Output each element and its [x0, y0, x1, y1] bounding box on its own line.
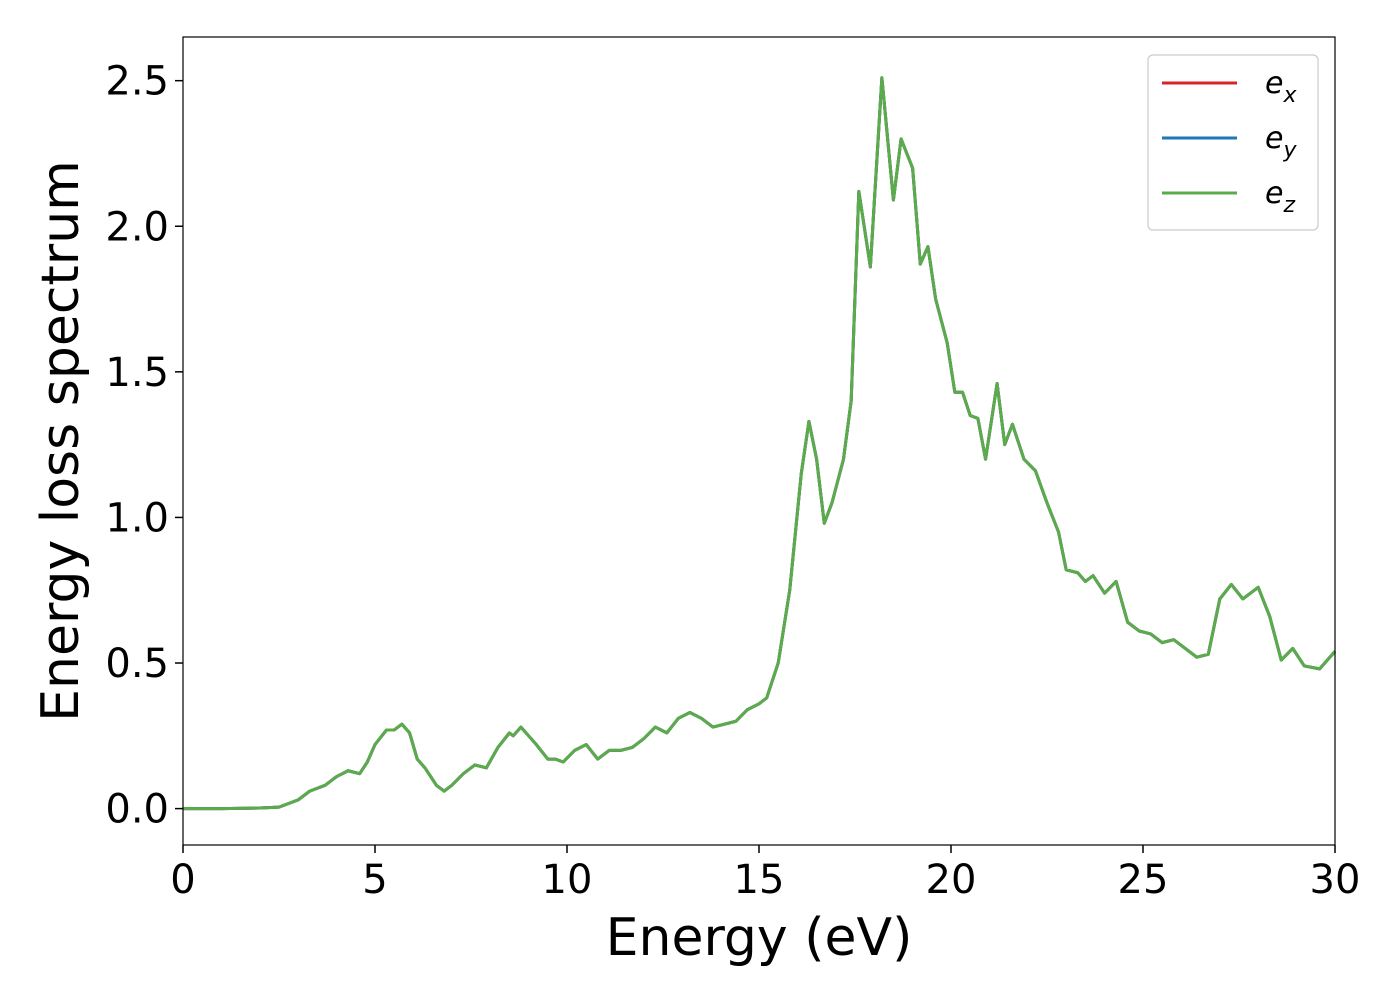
x-tick-label: 10: [542, 857, 593, 903]
y-tick-label: 1.5: [105, 350, 169, 396]
y-tick-label: 2.0: [105, 204, 169, 250]
y-tick-label: 1.0: [105, 495, 169, 541]
x-axis-label: Energy (eV): [606, 908, 913, 968]
series-line: [183, 76, 1337, 811]
y-axis-label: Energy loss spectrum: [31, 160, 91, 722]
legend-label: ez: [1265, 176, 1295, 218]
x-tick-label: 0: [170, 857, 195, 903]
legend-label: ex: [1265, 66, 1297, 108]
x-tick-label: 5: [362, 857, 387, 903]
legend-box: [1147, 54, 1319, 231]
y-tick-label: 0.0: [105, 787, 169, 833]
x-tick-label: 30: [1310, 857, 1361, 903]
legend: ex ey ez: [1147, 54, 1319, 231]
x-tick-label: 25: [1118, 857, 1169, 903]
plot-frame: [182, 36, 1336, 846]
y-tick-label: 0.5: [105, 641, 169, 687]
legend-label: ey: [1265, 121, 1297, 163]
y-tick-label: 2.5: [105, 59, 169, 105]
x-tick-label: 15: [734, 857, 785, 903]
x-tick-label: 20: [926, 857, 977, 903]
